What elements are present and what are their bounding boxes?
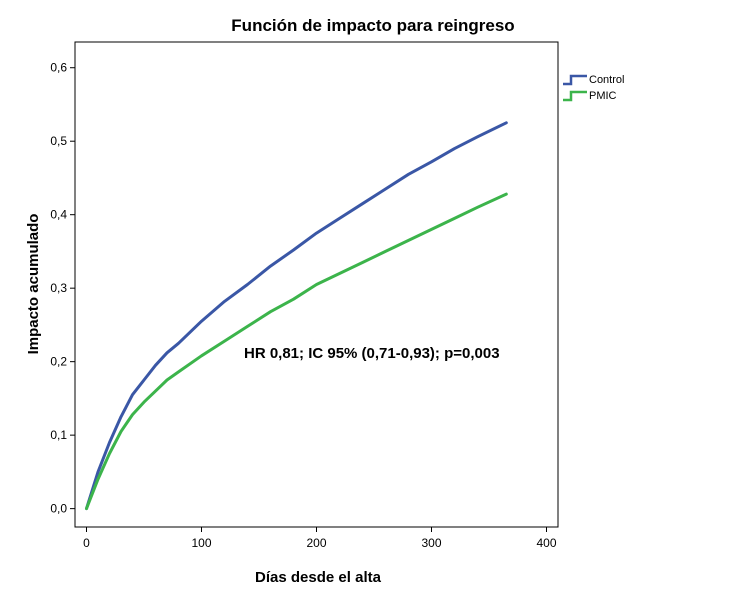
- legend-label-control: Control: [589, 74, 624, 86]
- x-axis-ticks: 0 100 200 300 400: [83, 527, 557, 550]
- y-tick-label: 0,3: [50, 281, 67, 295]
- x-tick-label: 300: [421, 536, 441, 550]
- y-tick-label: 0,5: [50, 134, 67, 148]
- x-tick-label: 200: [306, 536, 326, 550]
- y-axis-label: Impacto acumulado: [25, 214, 42, 355]
- x-tick-label: 100: [191, 536, 211, 550]
- legend: Control PMIC: [563, 74, 624, 102]
- legend-swatch-pmic: [563, 90, 587, 102]
- y-tick-label: 0,1: [50, 428, 67, 442]
- y-tick-label: 0,6: [50, 61, 67, 75]
- y-tick-label: 0,0: [50, 502, 67, 516]
- y-tick-label: 0,2: [50, 355, 67, 369]
- chart-title: Función de impacto para reingreso: [231, 16, 514, 35]
- hazard-ratio-annotation: HR 0,81; IC 95% (0,71-0,93); p=0,003: [244, 345, 500, 362]
- series-layer: [85, 121, 508, 511]
- legend-label-pmic: PMIC: [589, 90, 617, 102]
- x-tick-label: 400: [536, 536, 556, 550]
- legend-swatch-control: [563, 74, 587, 86]
- series-line-pmic: [85, 192, 508, 511]
- y-tick-label: 0,4: [50, 208, 67, 222]
- x-tick-label: 0: [83, 536, 90, 550]
- series-line-control: [85, 121, 508, 511]
- y-axis-ticks: 0,0 0,1 0,2 0,3 0,4 0,5 0,6: [50, 61, 75, 516]
- x-axis-label: Días desde el alta: [255, 569, 382, 586]
